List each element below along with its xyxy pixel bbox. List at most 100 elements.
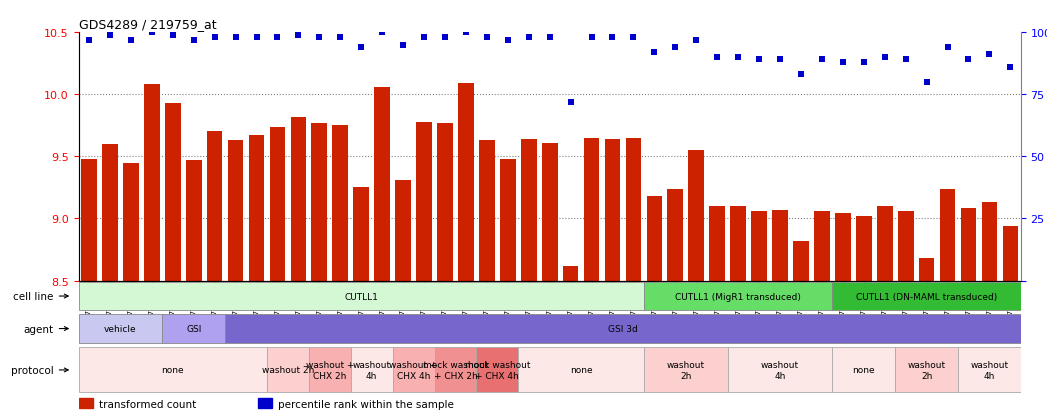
Bar [520,140,536,281]
Bar [710,206,725,281]
Bar [79,348,267,392]
Point [353,45,370,51]
Point [143,30,160,36]
Text: percentile rank within the sample: percentile rank within the sample [279,399,454,409]
Point [311,35,328,41]
Bar [897,211,913,281]
Point [81,37,97,44]
Bar [583,138,599,281]
Bar [919,259,934,281]
Text: cell line: cell line [13,291,53,301]
Point [102,32,118,39]
Text: none: none [161,366,184,375]
Text: vehicle: vehicle [104,324,137,333]
Bar [832,282,1021,311]
Point [290,32,307,39]
Bar [416,122,431,281]
Point [981,52,998,59]
Point [562,99,579,106]
Text: washout
2h: washout 2h [908,361,945,380]
Point [248,35,265,41]
Point [478,35,495,41]
Point [395,42,411,49]
Text: none: none [852,366,875,375]
Bar [646,197,662,281]
Bar [644,282,832,311]
Point [772,57,788,64]
Point [876,55,893,61]
Bar [730,206,745,281]
Point [499,37,516,44]
Point [751,57,767,64]
Bar [476,348,518,392]
Point [939,45,956,51]
Bar [395,180,410,281]
Bar [185,161,201,281]
Bar [393,348,435,392]
Bar [836,214,850,281]
Bar [435,348,476,392]
Bar [688,151,704,281]
Point [834,59,851,66]
Bar [458,84,473,281]
Bar [248,136,264,281]
Text: transformed count: transformed count [99,399,197,409]
Bar [353,188,369,281]
Point [646,50,663,56]
Bar [102,145,117,281]
Text: washout
4h: washout 4h [353,361,391,380]
Point [227,35,244,41]
Point [855,59,872,66]
Bar [227,141,243,281]
Bar [814,211,829,281]
Text: agent: agent [23,324,53,334]
Text: GSI: GSI [186,324,201,333]
Point [541,35,558,41]
Bar [939,189,955,281]
Bar [668,189,683,281]
Point [604,35,621,41]
Bar [258,398,272,408]
Bar [225,314,1021,344]
Text: washout
2h: washout 2h [667,361,705,380]
Point [667,45,684,51]
Point [793,72,809,78]
Point [458,30,474,36]
Bar [772,210,787,281]
Point [625,35,642,41]
Text: CUTLL1 (MigR1 transduced): CUTLL1 (MigR1 transduced) [675,292,801,301]
Point [897,57,914,64]
Point [164,32,181,39]
Text: washout 2h: washout 2h [262,366,314,375]
Point [688,37,705,44]
Bar [79,282,644,311]
Text: CUTLL1 (DN-MAML transduced): CUTLL1 (DN-MAML transduced) [856,292,997,301]
Point [122,37,139,44]
Bar [81,159,96,281]
Point [332,35,349,41]
Bar [562,266,578,281]
Bar [518,348,644,392]
Bar [311,123,327,281]
Bar [351,348,393,392]
Bar [751,211,766,281]
Bar [499,159,515,281]
Bar [958,348,1021,392]
Bar [332,126,348,281]
Point [583,35,600,41]
Bar [162,314,225,344]
Bar [855,216,871,281]
Text: washout
4h: washout 4h [971,361,1008,380]
Text: washout +
CHX 2h: washout + CHX 2h [306,361,354,380]
Bar [269,127,285,281]
Bar [206,132,222,281]
Bar [122,163,138,281]
Point [185,37,202,44]
Bar [604,140,620,281]
Point [730,55,747,61]
Text: mock washout
+ CHX 2h: mock washout + CHX 2h [423,361,488,380]
Bar [374,88,389,281]
Bar [625,138,641,281]
Point [960,57,977,64]
Text: none: none [570,366,593,375]
